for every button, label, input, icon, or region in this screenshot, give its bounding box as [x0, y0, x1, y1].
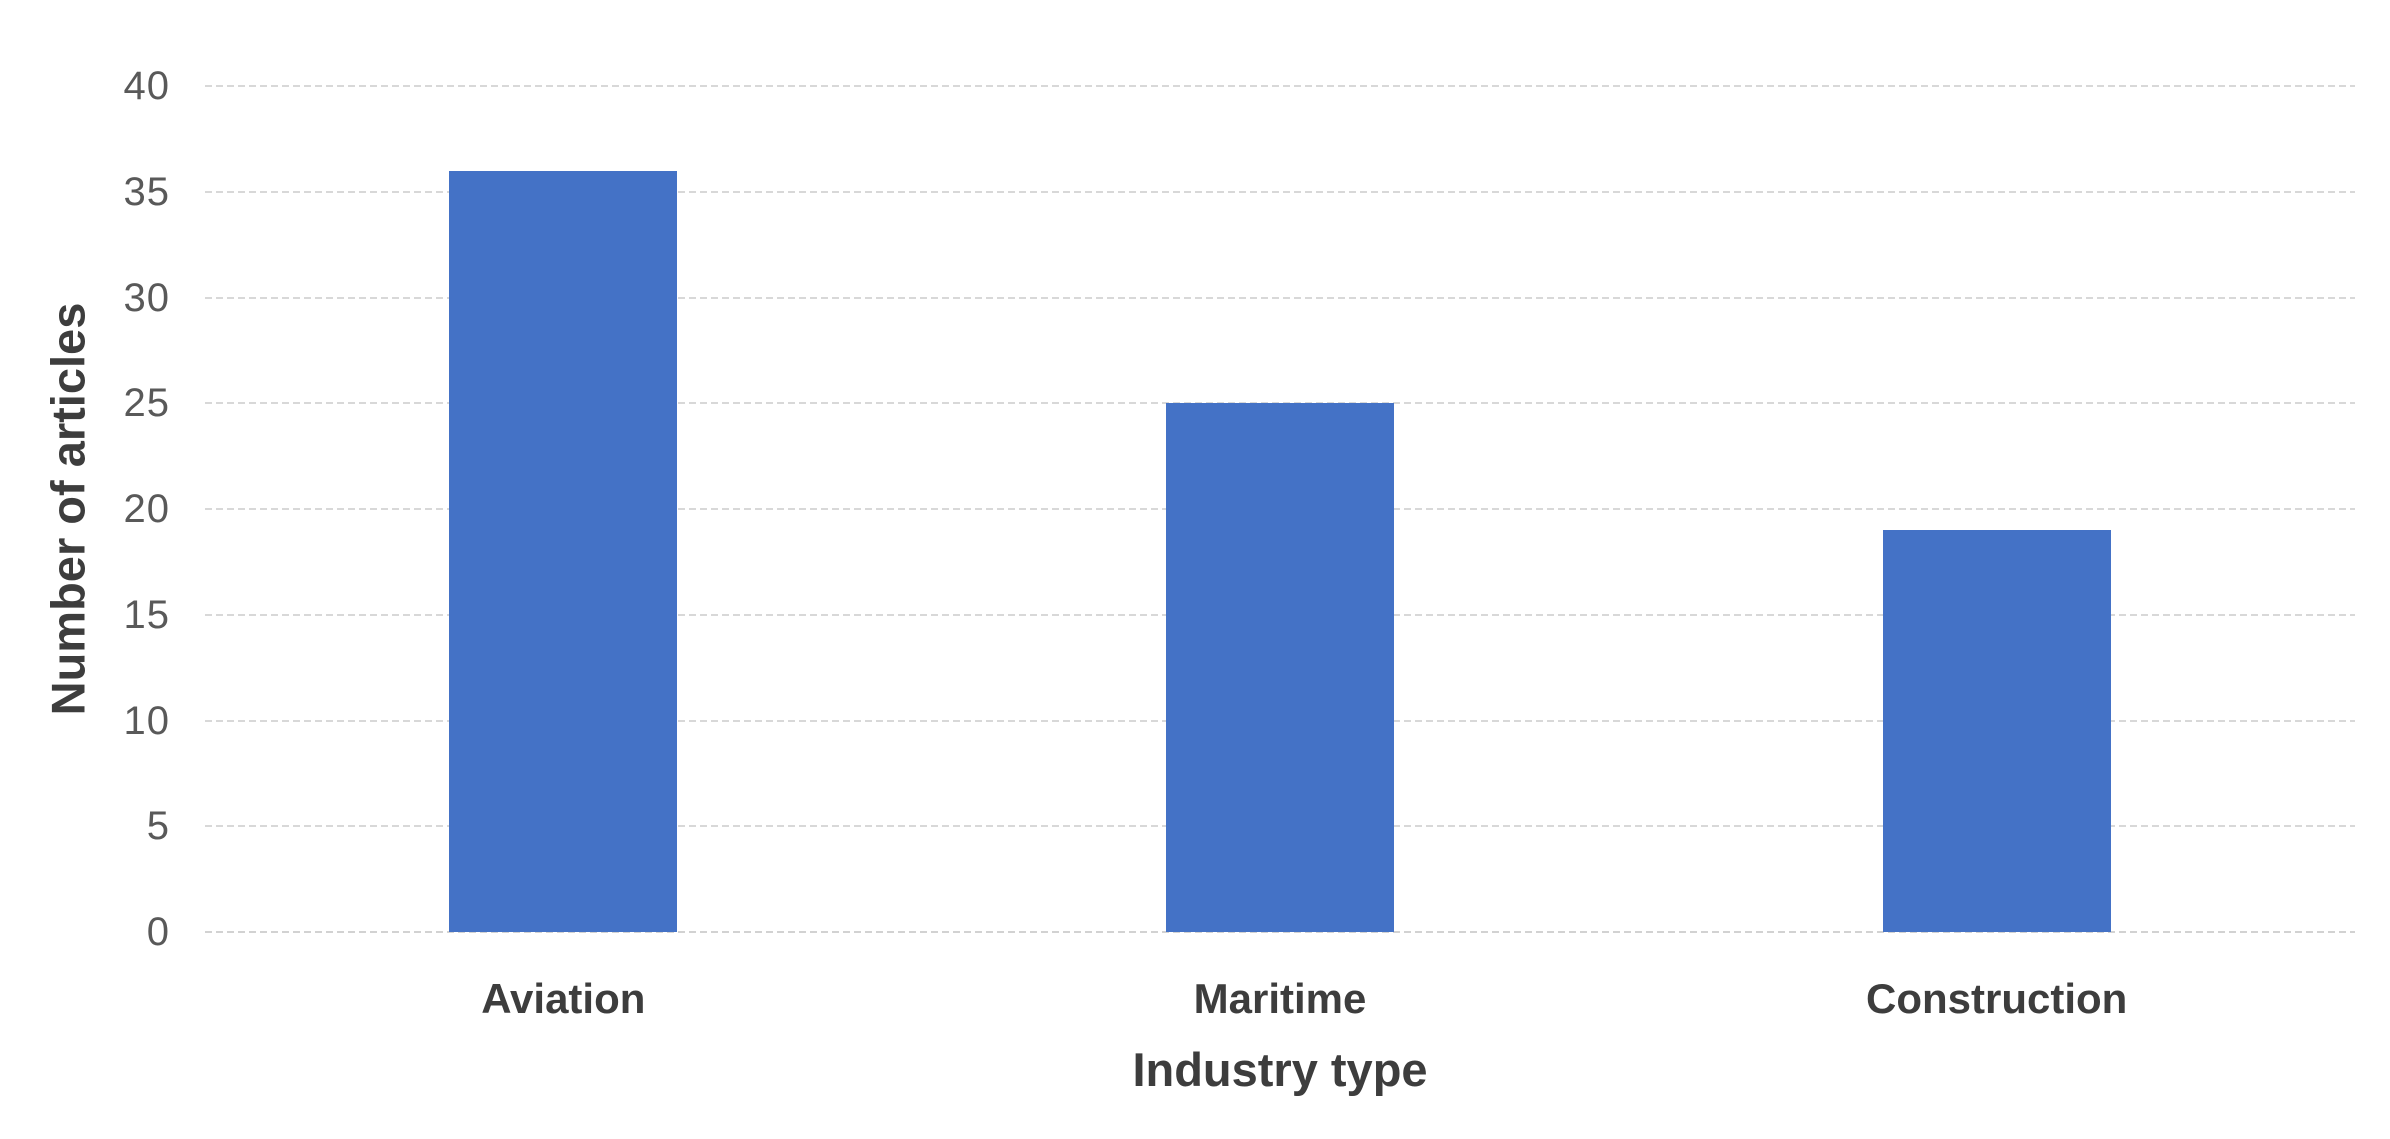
y-tick-label-15: 15	[123, 592, 170, 637]
x-axis-title: Industry type	[1132, 1043, 1428, 1096]
y-tick-label-30: 30	[123, 275, 170, 320]
y-axis-tick-labels: 0 5 10 15 20 25 30 35 40	[0, 66, 170, 952]
y-tick-label-5: 5	[146, 804, 170, 849]
category-label-maritime: Maritime	[1193, 975, 1367, 1022]
y-tick-label-25: 25	[123, 381, 170, 426]
category-label-construction: Construction	[1866, 975, 2128, 1022]
gridline-y-40	[205, 85, 2355, 87]
y-tick-label-10: 10	[123, 698, 170, 743]
x-axis-category-labels: Aviation Maritime Construction	[205, 978, 2355, 1028]
y-tick-label-20: 20	[123, 487, 170, 531]
bar-construction	[1882, 530, 2111, 932]
category-label-aviation: Aviation	[481, 975, 646, 1022]
y-tick-label-35: 35	[123, 169, 170, 214]
gridline-y-30	[205, 296, 2355, 299]
gridline-y-35	[205, 190, 2355, 193]
y-tick-label-40: 40	[123, 64, 170, 108]
gridline-y-0	[205, 931, 2355, 933]
bar-aviation	[449, 170, 678, 932]
bar-maritime	[1166, 403, 1394, 932]
y-tick-label-0: 0	[146, 910, 170, 954]
plot-area	[205, 85, 2355, 933]
